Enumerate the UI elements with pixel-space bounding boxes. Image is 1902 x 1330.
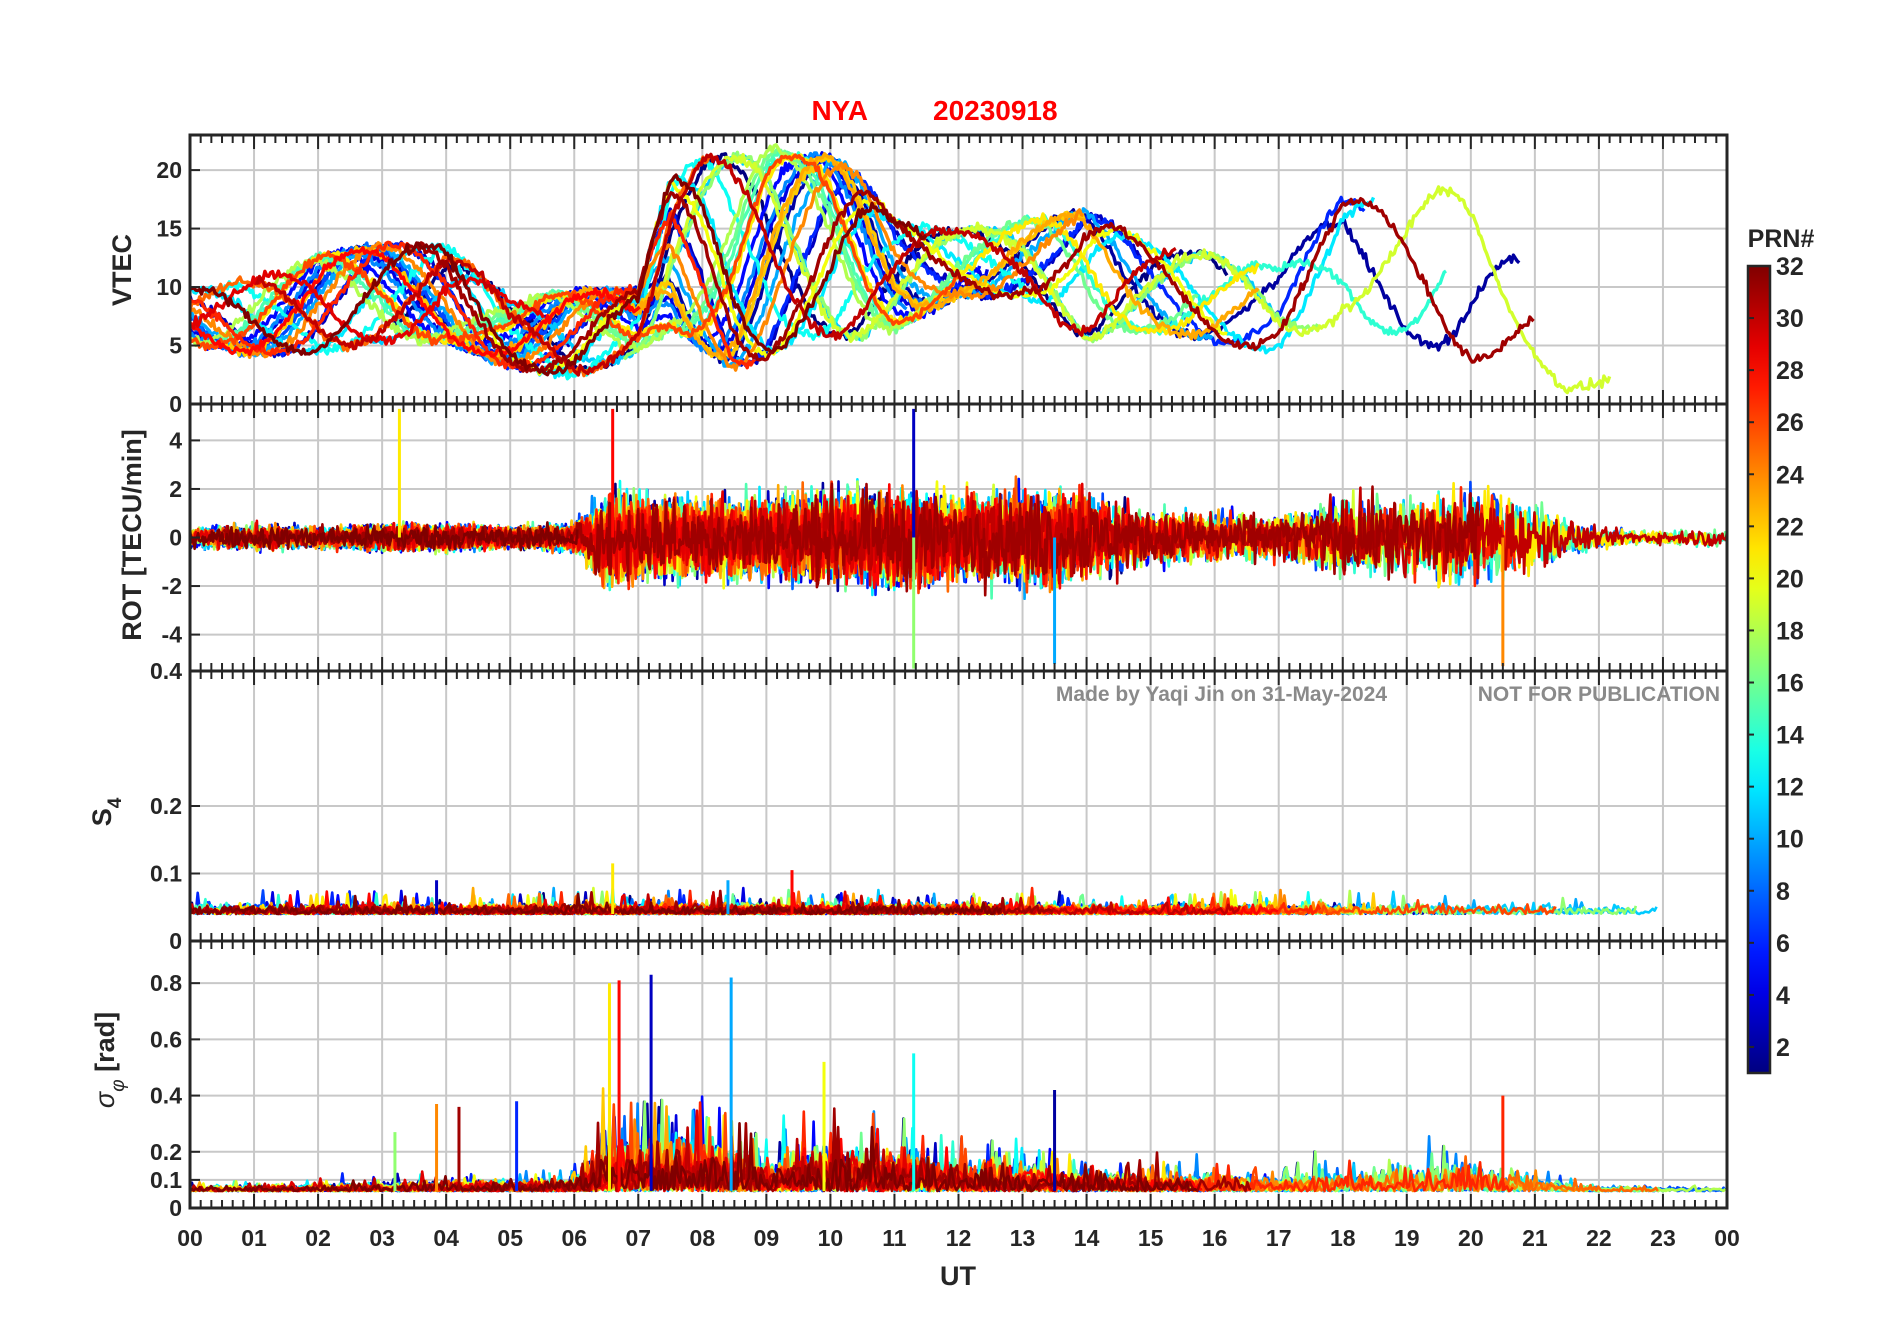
colorbar-tick-label: 28	[1776, 357, 1804, 385]
series-prn-27	[190, 211, 757, 372]
x-tick-label: 11	[882, 1225, 907, 1251]
vtec-ylabel: VTEC	[107, 234, 137, 306]
y-tick-label: 0.2	[150, 1139, 182, 1165]
colorbar-tick-label: 24	[1776, 461, 1804, 489]
x-tick-label: 22	[1586, 1225, 1612, 1251]
figure-title: NYA 20230918	[811, 95, 1057, 126]
series-lines	[190, 863, 1658, 916]
series-prn-30	[255, 152, 1177, 377]
series-lines	[190, 408, 1727, 669]
colorbar-bar	[1746, 264, 1772, 1075]
vtec-panel: 0 5 10 15 20	[156, 133, 1729, 417]
colorbar-tick-label: 10	[1776, 826, 1804, 854]
y-tick-label: 4	[169, 427, 182, 453]
series-prn-32	[190, 173, 928, 377]
colorbar-tick-label: 16	[1776, 670, 1804, 698]
y-tick-label: 0.4	[150, 658, 182, 684]
series-prn-9	[190, 151, 908, 355]
watermark-notice: NOT FOR PUBLICATION	[1478, 683, 1720, 706]
colorbar-tick-label: 30	[1776, 305, 1804, 333]
y-tick-label: 2	[169, 476, 182, 502]
y-tick-label: 0.4	[150, 1083, 182, 1109]
colorbar-tick-label: 22	[1776, 513, 1804, 541]
x-tick-label: 07	[625, 1225, 651, 1251]
title-station: NYA	[811, 95, 868, 126]
y-tick-label: 10	[156, 274, 182, 300]
y-tick-label: 0.1	[150, 1167, 182, 1193]
x-axis-ticks: 00 01 02 03 04 05 06 07 08 09 10 11 12 13 14 15 16 17 18 19…	[177, 1225, 1740, 1251]
y-tick-label: -4	[162, 622, 183, 648]
colorbar-tick-label: 2	[1776, 1034, 1790, 1062]
y-tick-label: 0.2	[150, 793, 182, 819]
x-tick-label: 00	[1714, 1225, 1740, 1251]
x-tick-label: 21	[1522, 1225, 1548, 1251]
minor-ticks	[189, 404, 1728, 671]
x-tick-label: 00	[177, 1225, 203, 1251]
x-tick-label: 13	[1010, 1225, 1036, 1251]
y-tick-label: 0	[169, 928, 182, 954]
svg-text:σφ [rad]: σφ [rad]	[90, 1012, 129, 1108]
x-tick-label: 06	[561, 1225, 587, 1251]
y-tick-label: 15	[156, 216, 182, 242]
colorbar-tick-label: 14	[1776, 722, 1804, 750]
y-tick-label: 0.1	[150, 861, 182, 887]
x-tick-label: 02	[305, 1225, 331, 1251]
x-tick-label: 14	[1074, 1225, 1100, 1251]
colorbar-tick-label: 8	[1776, 878, 1790, 906]
sigma-phi-panel: 00.10.2 0.4 0.6 0.8	[150, 939, 1729, 1221]
colorbar-tick-label: 20	[1776, 565, 1804, 593]
y-tick-label: 0.6	[150, 1026, 182, 1052]
y-tick-label: 0	[169, 391, 182, 417]
x-tick-label: 16	[1202, 1225, 1228, 1251]
title-date: 20230918	[933, 95, 1058, 126]
x-tick-label: 15	[1138, 1225, 1164, 1251]
y-tick-label: 0	[169, 525, 182, 551]
s4-ylabel: S4	[87, 797, 126, 826]
watermark-author: Made by Yaqi Jin on 31-May-2024	[1056, 683, 1387, 706]
x-tick-label: 09	[754, 1225, 780, 1251]
series-prn-32	[190, 521, 579, 552]
x-tick-label: 17	[1266, 1225, 1292, 1251]
colorbar-tick-label: 32	[1776, 253, 1804, 281]
x-tick-label: 23	[1650, 1225, 1676, 1251]
rot-ylabel: ROT [TECU/min]	[117, 429, 147, 640]
minor-ticks	[189, 941, 1728, 1209]
series-prn-19	[658, 152, 1612, 395]
series-prn-32	[190, 1122, 1198, 1193]
watermark: Made by Yaqi Jin on 31-May-2024 NOT FOR …	[1056, 683, 1720, 706]
minor-ticks	[189, 135, 1728, 405]
x-tick-label: 18	[1330, 1225, 1356, 1251]
x-tick-label: 04	[433, 1225, 459, 1251]
x-tick-label: 10	[818, 1225, 844, 1251]
rot-panel: 4 2 0 -2 -4	[162, 402, 1729, 673]
x-tick-label: 08	[690, 1225, 716, 1251]
y-tick-label: -2	[162, 573, 182, 599]
y-tick-label: 0.8	[150, 970, 182, 996]
y-tick-label: 5	[169, 333, 182, 359]
series-prn-32	[190, 892, 1002, 916]
x-axis-label: UT	[940, 1261, 976, 1291]
colorbar-tick-label: 26	[1776, 409, 1804, 437]
x-tick-label: 19	[1394, 1225, 1420, 1251]
series-lines	[190, 974, 1727, 1193]
series-lines	[190, 143, 1612, 395]
colorbar-tick-label: 18	[1776, 617, 1804, 645]
colorbar-label: PRN#	[1748, 225, 1815, 253]
series-prn-31	[405, 189, 1535, 374]
colorbar-tick-label: 12	[1776, 774, 1804, 802]
x-tick-label: 03	[369, 1225, 395, 1251]
colorbar-tick-label: 6	[1776, 930, 1790, 958]
y-tick-label: 0	[169, 1195, 182, 1221]
x-tick-label: 20	[1458, 1225, 1484, 1251]
x-tick-label: 01	[241, 1225, 267, 1251]
x-tick-label: 12	[946, 1225, 972, 1251]
colorbar-tick-label: 4	[1776, 982, 1790, 1010]
y-tick-label: 20	[156, 157, 182, 183]
x-tick-label: 05	[497, 1225, 523, 1251]
sigma-phi-ylabel: σφ [rad]	[90, 1012, 129, 1108]
svg-text:S4: S4	[87, 797, 126, 826]
